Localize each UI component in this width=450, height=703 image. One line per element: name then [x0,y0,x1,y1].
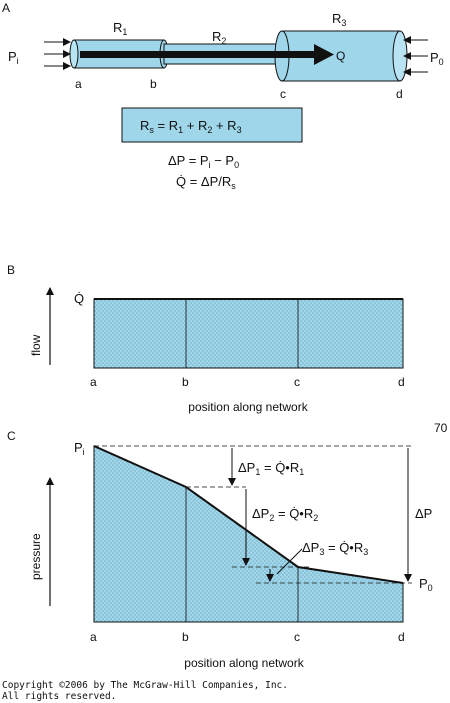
copyright-notice: Copyright ©2006 by The McGraw-Hill Compa… [2,680,288,702]
b-tick-c: c [294,375,300,389]
r2-label: R2 [212,29,226,46]
c-tick-d: d [398,630,405,644]
flow-arrow [80,44,334,65]
flow-axis-label: flow [29,334,43,356]
q-label: Q [336,49,345,63]
b-tick-b: b [182,375,189,389]
back-pressure-arrows [403,36,428,76]
total-dp-label: ΔP [415,506,432,521]
r1-label: R1 [113,20,127,37]
panel-b: B Q̇ flow a b c d position along network [7,263,405,414]
c-tick-c: c [294,630,300,644]
flow-equation: Q̇ = ΔP/Rs [176,174,236,191]
b-tick-d: d [398,375,405,389]
series-resistance-formula: Rs = R1 + R2 + R3 [140,118,242,135]
dp2-label: ΔP2 = Q̇•R2 [252,506,318,523]
pressure-profile-line [93,445,404,584]
delta-p-equation: ΔP = Pi − P0 [168,153,239,170]
reference-dashes [94,445,412,584]
dp1-label: ΔP1 = Q̇•R1 [238,460,304,477]
b-xaxis-label: position along network [188,400,308,414]
p0-label: P0 [430,50,444,67]
panel-a-label: A [2,1,10,15]
panel-a: A [2,1,444,191]
r3-label: R3 [332,11,346,28]
series-resistance-box: Rs = R1 + R2 + R3 [121,107,303,143]
pressure-axis-label: pressure [29,533,43,580]
c-tick-b: b [182,630,189,644]
point-c: c [280,87,286,101]
pi-label: Pi [8,49,19,66]
dp3-label: ΔP3 = Q̇•R3 [302,540,368,557]
flow-area [93,298,404,369]
page-number: 70 [434,421,448,435]
inflow-arrows [44,38,71,70]
panel-c-label: C [7,429,16,443]
dp3-leader [276,548,303,575]
point-a: a [75,77,82,91]
c-tick-a: a [90,630,97,644]
b-tick-a: a [90,375,97,389]
copyright-line-2: All rights reserved. [2,691,117,702]
panel-b-label: B [7,263,15,277]
c-xaxis-label: position along network [184,656,304,670]
c-pi-label: Pi [74,440,85,457]
copyright-line-1: Copyright ©2006 by The McGraw-Hill Compa… [2,680,288,691]
point-b: b [150,77,157,91]
panel-c: C 70 Pi P0 ΔP ΔP1 = Q̇•R1 ΔP2 = Q̇•R2 ΔP… [7,421,448,670]
point-d: d [396,87,403,101]
c-p0-label: P0 [419,576,433,593]
qdot-label: Q̇ [74,291,84,306]
